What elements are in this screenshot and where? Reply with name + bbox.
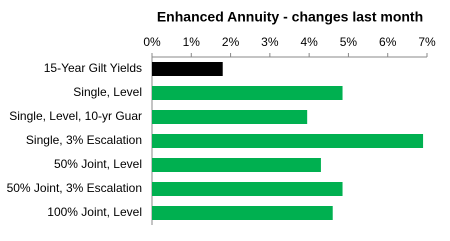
- x-tick-label: 4%: [300, 35, 318, 49]
- x-tick-label: 2%: [222, 35, 240, 49]
- x-tick-label: 6%: [379, 35, 397, 49]
- y-tick-label: 15-Year Gilt Yields: [44, 61, 142, 75]
- x-tick-label: 1%: [183, 35, 201, 49]
- y-tick-label: 100% Joint, Level: [47, 205, 142, 219]
- bar: [152, 158, 321, 172]
- x-tick-label: 0%: [143, 35, 161, 49]
- x-tick-label: 7%: [418, 35, 436, 49]
- bar: [152, 86, 343, 100]
- bar: [152, 62, 223, 76]
- y-tick-label: 50% Joint, Level: [54, 157, 142, 171]
- chart-title: Enhanced Annuity - changes last month: [157, 9, 423, 25]
- bar: [152, 110, 308, 124]
- y-tick-label: Single, 3% Escalation: [26, 133, 142, 147]
- y-tick-label: Single, Level: [73, 85, 142, 99]
- bar: [152, 182, 343, 196]
- x-tick-label: 5%: [340, 35, 358, 49]
- y-tick-label: Single, Level, 10-yr Guar: [9, 109, 142, 123]
- bar: [152, 206, 333, 220]
- y-tick-label: 50% Joint, 3% Escalation: [7, 181, 142, 195]
- x-tick-label: 3%: [261, 35, 279, 49]
- bar: [152, 134, 424, 148]
